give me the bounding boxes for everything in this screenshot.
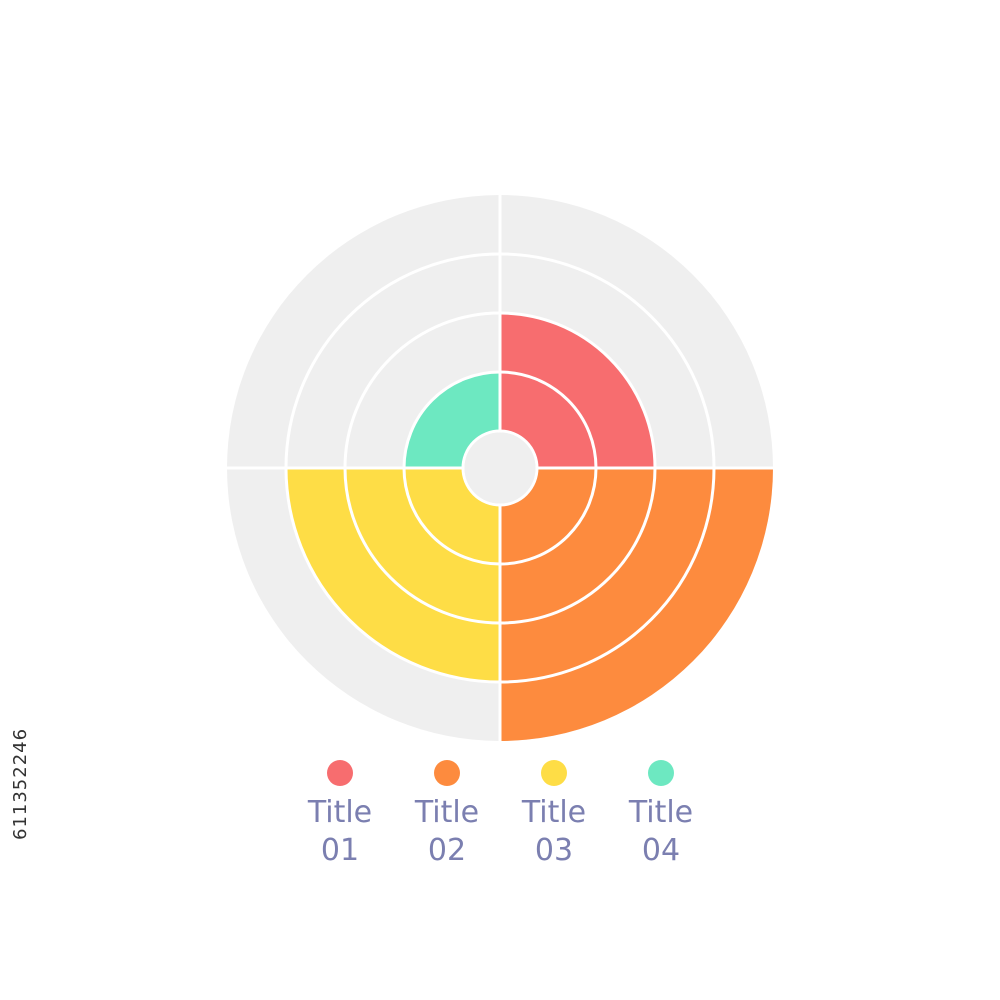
stock-id-text: 611352246: [10, 727, 31, 840]
legend-item-2: Title 02: [387, 757, 507, 870]
legend-dot-1: [327, 760, 353, 786]
segment-1-ring-2: [500, 313, 655, 468]
legend-dot-3: [541, 760, 567, 786]
legend-item-3: Title 03: [494, 757, 614, 870]
legend: Title 01 Title 02 Title 03 Title 04: [0, 757, 1000, 877]
legend-item-4: Title 04: [601, 757, 721, 870]
segment-2-ring-2: [500, 468, 655, 623]
segment-2-ring-3: [500, 468, 714, 682]
legend-label-2: Title 02: [414, 795, 480, 868]
segment-4-ring-1: [404, 372, 500, 468]
segment-1-ring-1: [500, 372, 596, 468]
legend-item-1: Title 01: [280, 757, 400, 870]
legend-label-1: Title 01: [307, 795, 373, 868]
segment-3-ring-1: [404, 468, 500, 564]
center-hole: [464, 432, 536, 504]
segment-2-ring-4: [500, 468, 773, 741]
legend-dot-2: [434, 760, 460, 786]
segment-2-ring-1: [500, 468, 596, 564]
legend-label-4: Title 04: [628, 795, 694, 868]
legend-label-3: Title 03: [521, 795, 587, 868]
segment-3-ring-3: [286, 468, 500, 682]
legend-dot-4: [648, 760, 674, 786]
segment-3-ring-2: [345, 468, 500, 623]
